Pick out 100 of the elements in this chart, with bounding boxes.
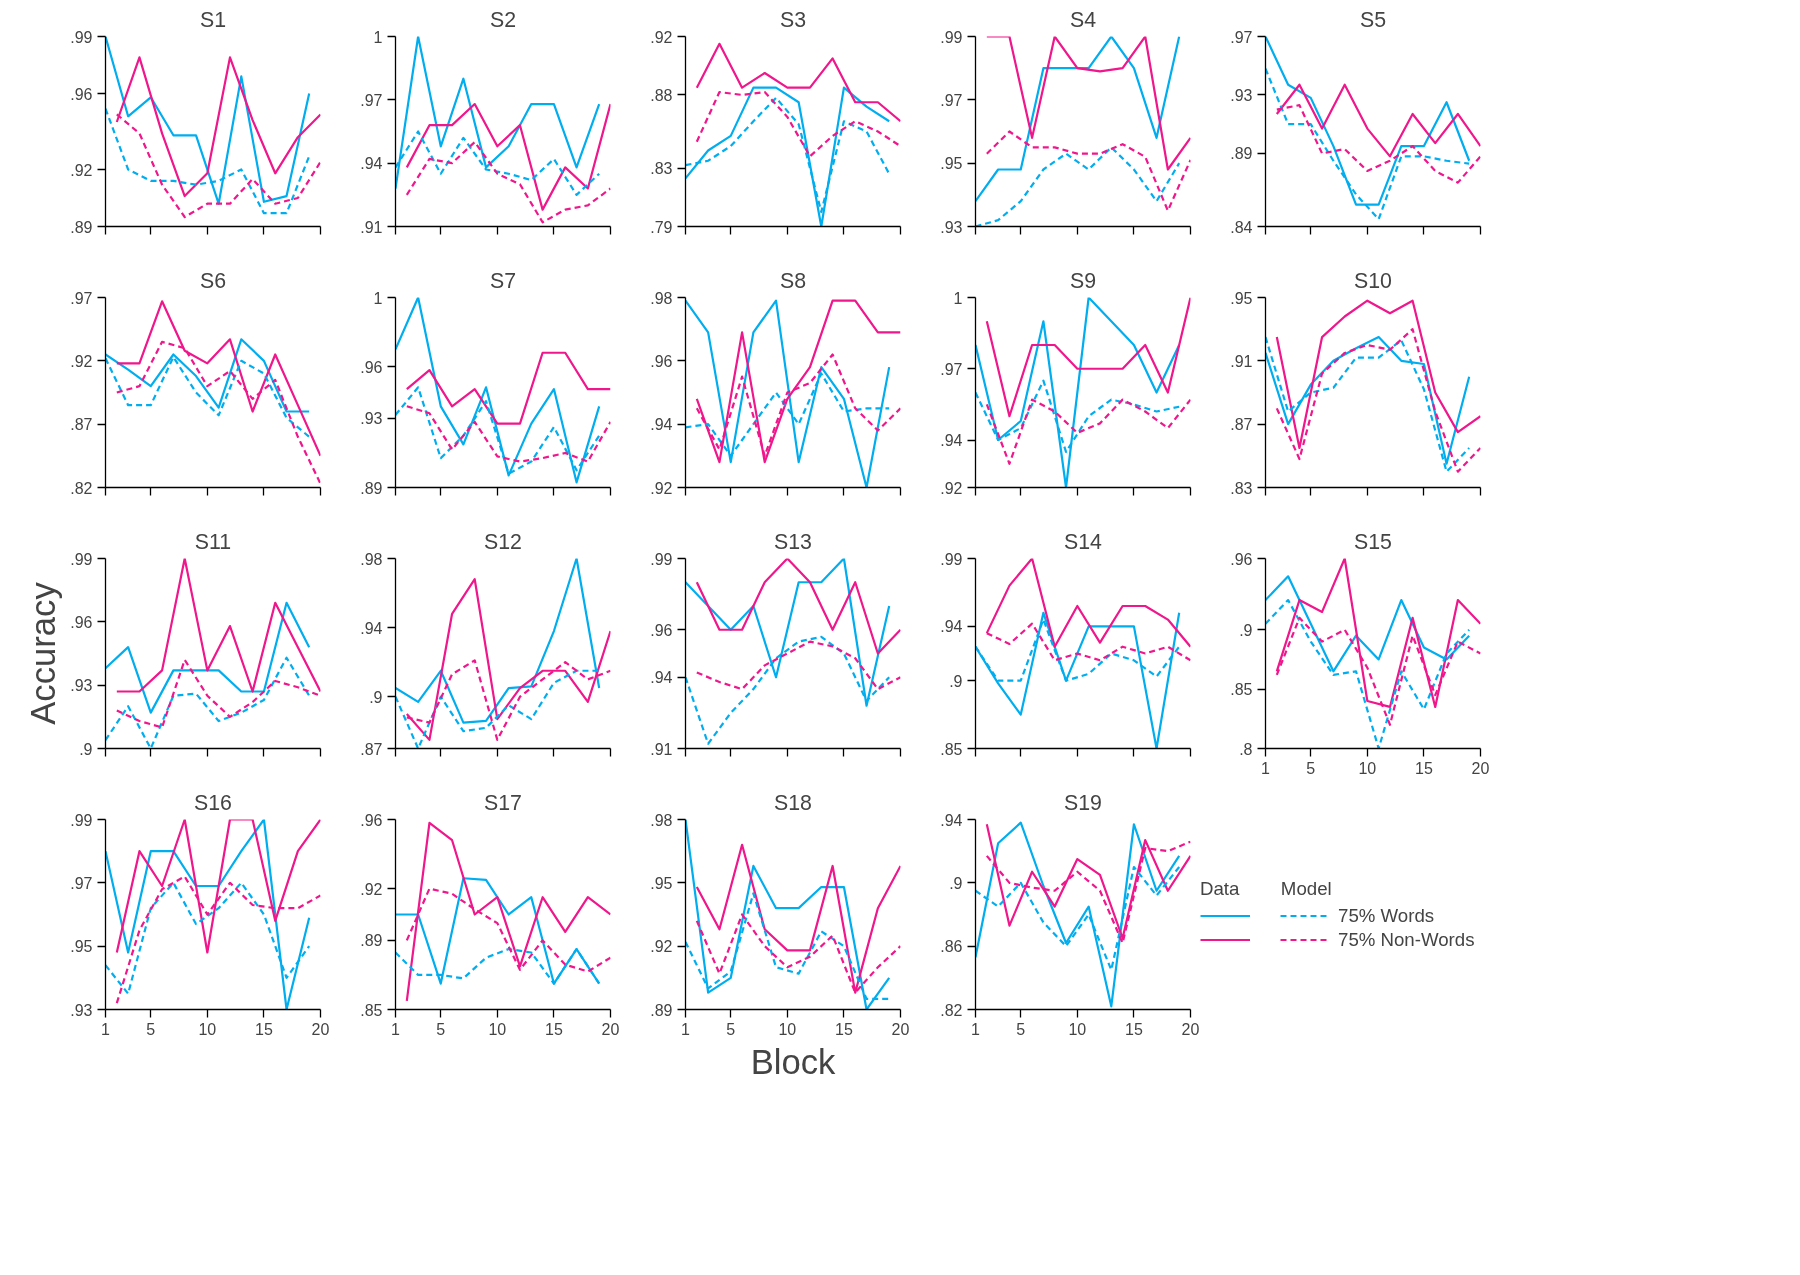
x-tick-label: 15 — [255, 1020, 273, 1038]
x-tick-label: 20 — [1181, 1020, 1200, 1038]
line-series — [985, 130, 1191, 212]
y-tick-label: .96 — [70, 613, 93, 631]
x-tick-label: 15 — [1415, 759, 1433, 777]
chart-title: S17 — [484, 790, 522, 815]
y-axis-title: Accuracy — [24, 581, 63, 725]
y-tick-label: .89 — [360, 932, 383, 950]
line-series — [985, 398, 1191, 465]
line-series — [105, 601, 311, 714]
y-tick-label: .85 — [940, 740, 963, 758]
chart-title: S2 — [489, 7, 517, 32]
y-tick-label: .95 — [1230, 289, 1253, 307]
y-tick-label: .89 — [360, 479, 383, 497]
chart-title: S6 — [199, 268, 227, 293]
x-tick-label: 15 — [835, 1020, 853, 1038]
legend-label: 75% Words — [1338, 904, 1435, 927]
y-tick-label: .94 — [940, 618, 963, 636]
y-tick-label: .95 — [650, 874, 673, 892]
y-tick-label: 1 — [953, 289, 963, 307]
line-series — [685, 86, 891, 227]
chart-title: S9 — [1069, 268, 1097, 293]
y-tick-label: .92 — [650, 479, 673, 497]
y-tick-label: .94 — [360, 155, 383, 173]
line-series — [695, 640, 901, 691]
y-tick-label: .96 — [360, 358, 383, 376]
y-tick-label: .9 — [79, 740, 93, 758]
line-series — [985, 823, 1191, 940]
y-tick-label: .89 — [1230, 145, 1253, 163]
y-tick-label: .96 — [650, 621, 673, 639]
y-tick-label: .97 — [940, 91, 963, 109]
y-tick-label: .88 — [650, 86, 673, 104]
x-tick-label: 1 — [681, 1020, 691, 1038]
y-tick-label: .91 — [1230, 352, 1253, 370]
x-tick-label: 1 — [391, 1020, 401, 1038]
line-series — [405, 140, 611, 224]
y-tick-label: .97 — [70, 289, 93, 307]
line-series — [115, 558, 321, 693]
chart-title: S5 — [1359, 7, 1387, 32]
chart-title: S4 — [1069, 7, 1097, 32]
y-tick-label: .83 — [1230, 479, 1253, 497]
y-tick-label: .86 — [940, 938, 963, 956]
x-tick-label: 15 — [1125, 1020, 1143, 1038]
text: Data Model — [1200, 877, 1332, 899]
line-series — [405, 578, 611, 741]
y-tick-label: .93 — [1230, 86, 1253, 104]
y-tick-label: .79 — [650, 218, 673, 236]
y-tick-label: .84 — [1230, 218, 1253, 236]
y-tick-label: .99 — [70, 28, 93, 46]
x-tick-label: 5 — [436, 1020, 446, 1038]
chart-title: S16 — [194, 790, 232, 815]
y-tick-label: .89 — [70, 218, 93, 236]
x-tick-label: 5 — [726, 1020, 736, 1038]
y-tick-label: .92 — [70, 161, 93, 179]
y-tick-label: .97 — [1230, 28, 1253, 46]
x-tick-label: 10 — [1068, 1020, 1087, 1038]
chart-title: S8 — [779, 268, 807, 293]
y-tick-label: 1 — [373, 28, 383, 46]
y-tick-label: .9 — [369, 688, 383, 706]
x-tick-label: 5 — [1016, 1020, 1026, 1038]
y-tick-label: .98 — [650, 811, 673, 829]
y-tick-label: .87 — [360, 740, 383, 758]
y-tick-label: .93 — [70, 1001, 93, 1019]
x-tick-label: 10 — [1358, 759, 1377, 777]
y-tick-label: .85 — [1230, 681, 1253, 699]
y-tick-label: .89 — [650, 1001, 673, 1019]
x-axis-title: Block — [750, 1042, 837, 1081]
y-tick-label: .98 — [650, 289, 673, 307]
y-tick-label: .92 — [940, 479, 963, 497]
y-tick-label: .97 — [70, 874, 93, 892]
y-tick-label: .96 — [360, 811, 383, 829]
y-tick-label: 1 — [373, 289, 383, 307]
line-series — [975, 146, 1181, 227]
chart-title: S14 — [1064, 529, 1103, 554]
line-series — [975, 36, 1181, 203]
y-tick-label: .94 — [360, 619, 383, 637]
chart-title: S3 — [779, 7, 807, 32]
x-tick-label: 10 — [778, 1020, 797, 1038]
x-tick-label: 1 — [101, 1020, 111, 1038]
y-tick-label: .97 — [940, 360, 963, 378]
chart-title: S19 — [1064, 790, 1102, 815]
chart-title: S18 — [774, 790, 812, 815]
y-tick-label: .92 — [650, 28, 673, 46]
y-tick-label: .99 — [940, 28, 963, 46]
y-tick-label: .91 — [360, 218, 383, 236]
line-series — [695, 42, 901, 123]
y-tick-label: .82 — [940, 1001, 963, 1019]
line-series — [695, 843, 901, 994]
x-tick-label: 10 — [198, 1020, 217, 1038]
y-tick-label: .92 — [650, 938, 673, 956]
x-tick-label: 20 — [311, 1020, 330, 1038]
line-series — [695, 90, 901, 158]
y-tick-label: .91 — [650, 740, 673, 758]
y-tick-label: .85 — [360, 1001, 383, 1019]
line-series — [695, 299, 901, 464]
y-tick-label: .9 — [949, 672, 963, 690]
chart-title: S10 — [1354, 268, 1393, 293]
x-tick-label: 20 — [601, 1020, 620, 1038]
y-tick-label: .99 — [650, 550, 673, 568]
y-tick-label: .93 — [940, 218, 963, 236]
